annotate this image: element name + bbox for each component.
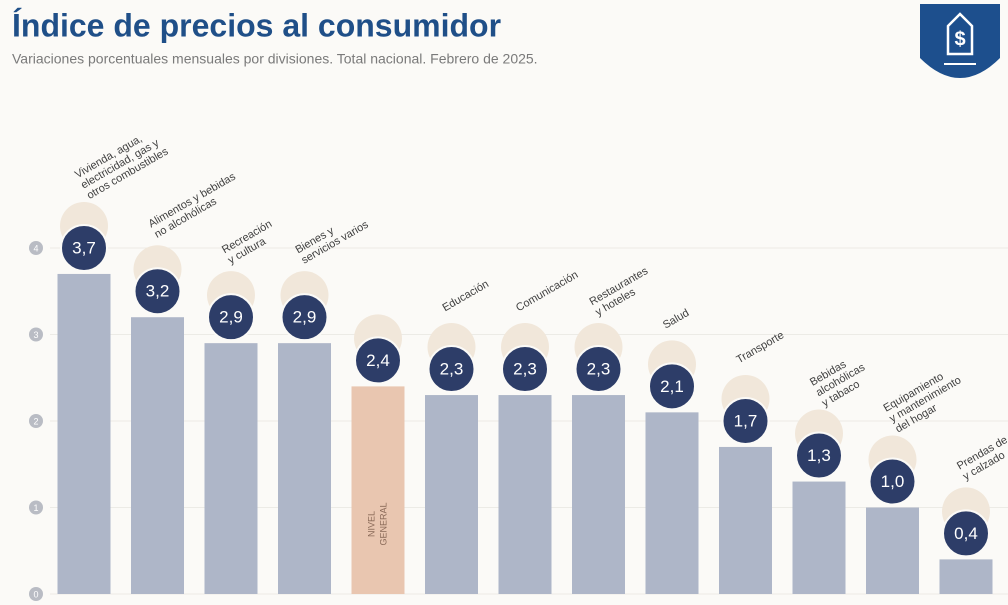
category-label: Salud (661, 307, 691, 331)
category-label: GENERAL (378, 502, 388, 545)
chart: Índice de precios al consumidor Variacio… (0, 0, 1008, 605)
category-label: Comunicación (514, 269, 580, 314)
bar (278, 343, 331, 594)
value-label: 2,9 (293, 308, 317, 327)
y-tick-label: 3 (33, 330, 38, 340)
value-label: 2,3 (587, 360, 611, 379)
logo: $ (920, 4, 1000, 78)
value-label: 2,3 (513, 360, 537, 379)
bar (646, 412, 699, 594)
bar (793, 482, 846, 594)
bar (352, 386, 405, 594)
y-tick-label: 4 (33, 243, 38, 253)
bar (425, 395, 478, 594)
value-label: 2,3 (440, 360, 464, 379)
bar (719, 447, 772, 594)
chart-subtitle: Variaciones porcentuales mensuales por d… (12, 51, 538, 67)
value-label: 3,2 (146, 282, 170, 301)
category-label-group: Educación (440, 278, 490, 314)
value-label: 2,4 (366, 351, 390, 370)
bar (131, 317, 184, 594)
value-label: 1,0 (881, 472, 905, 491)
value-label: 0,4 (954, 524, 978, 543)
value-label: 3,7 (72, 238, 96, 257)
bar (572, 395, 625, 594)
y-tick-label: 2 (33, 416, 38, 426)
category-label-group: Salud (661, 307, 691, 331)
value-label: 2,1 (660, 377, 684, 396)
category-label: Educación (440, 278, 490, 314)
bar (940, 559, 993, 594)
category-label: NIVEL (366, 511, 376, 537)
bar (499, 395, 552, 594)
y-tick-label: 1 (33, 503, 38, 513)
category-label: Alimentos y bebidas (146, 170, 238, 230)
value-label: 2,9 (219, 308, 243, 327)
chart-title: Índice de precios al consumidor (12, 7, 501, 43)
bar (58, 274, 111, 594)
bar (205, 343, 258, 594)
category-label-group: Comunicación (514, 269, 580, 314)
category-label-group: Vivienda, agua,electricidad, gas yotros … (73, 125, 171, 202)
svg-text:$: $ (954, 28, 965, 50)
y-tick-label: 0 (33, 589, 38, 599)
value-label: 1,3 (807, 446, 831, 465)
bar (866, 508, 919, 595)
category-label-group: Prendas de vestiry calzado (955, 419, 1008, 483)
value-label: 1,7 (734, 411, 758, 430)
